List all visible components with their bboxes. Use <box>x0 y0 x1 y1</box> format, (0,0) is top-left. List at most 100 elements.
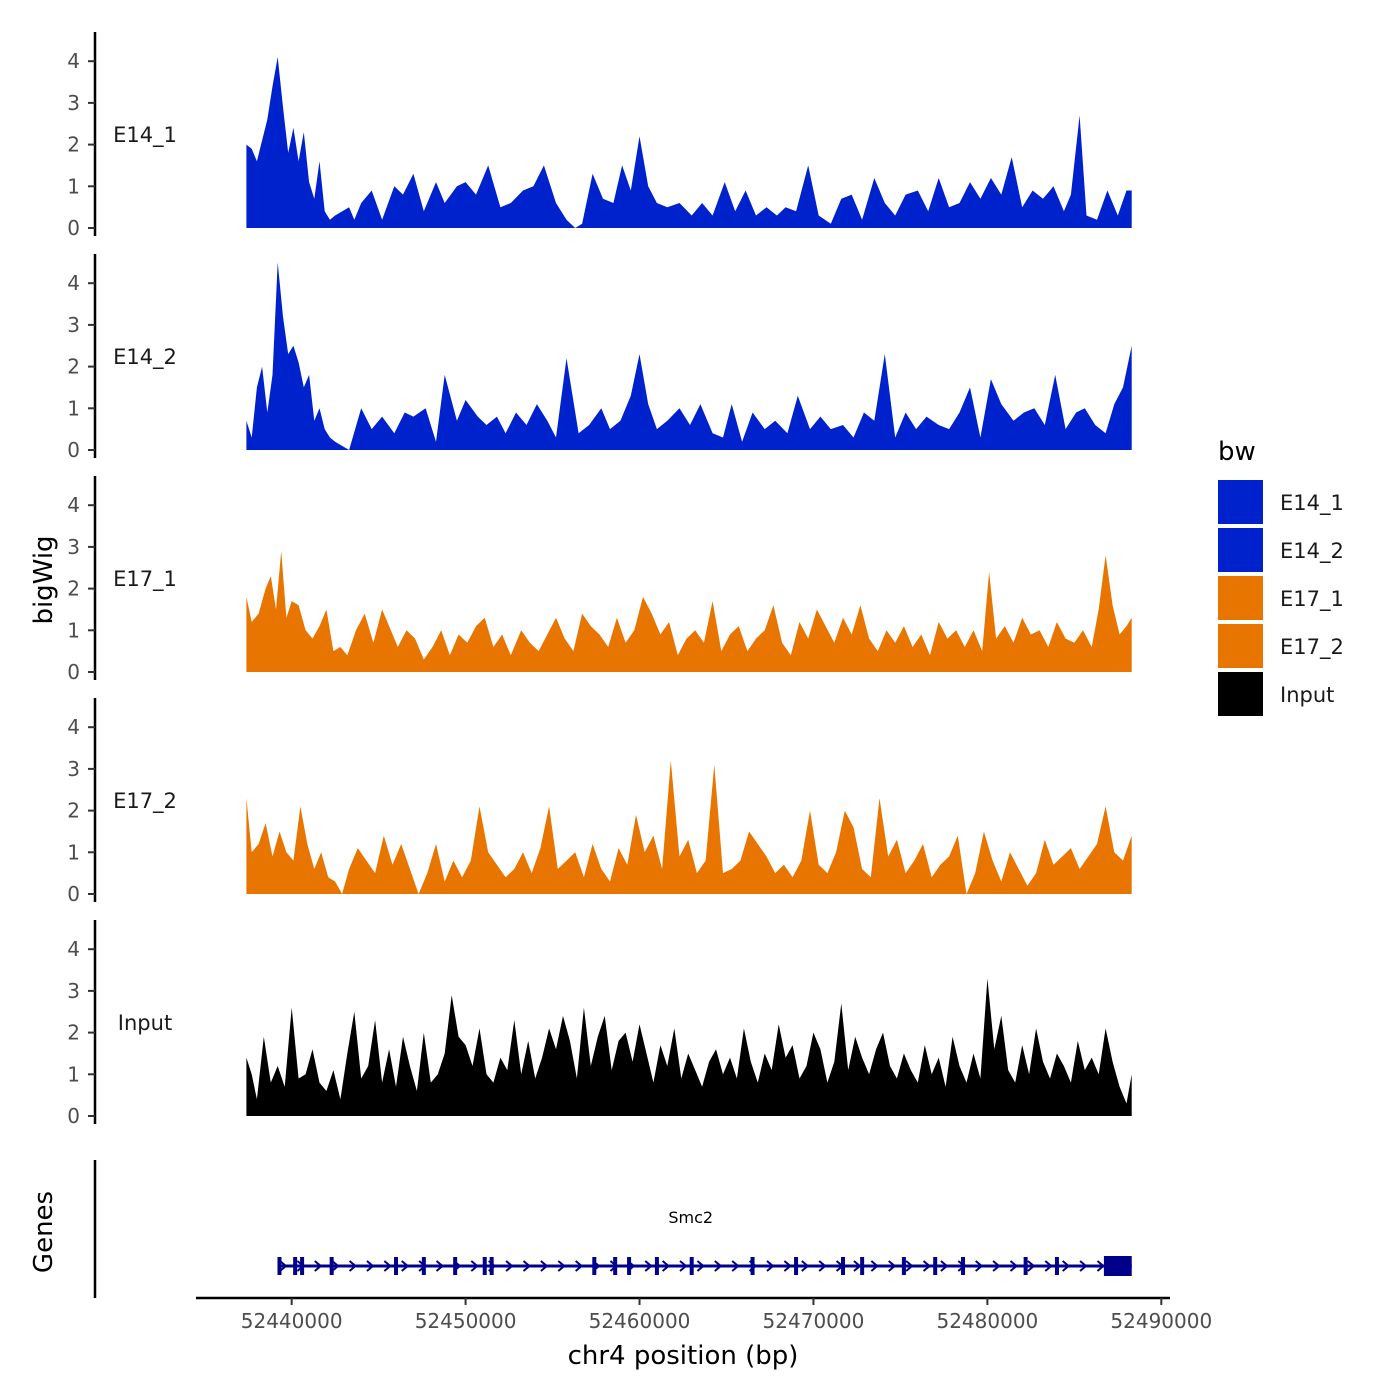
legend-swatch <box>1218 480 1263 524</box>
y-tick-label: 1 <box>67 174 80 198</box>
strand-arrow <box>731 1260 740 1272</box>
strand-arrow <box>366 1260 375 1272</box>
gene-smc2: Smc2 <box>277 1208 1132 1276</box>
y-tick-label: 0 <box>67 882 80 906</box>
y-tick-label: 3 <box>67 979 80 1003</box>
y-axis-title: bigWig <box>29 535 59 624</box>
legend-item-input: Input <box>1218 672 1334 716</box>
coverage-area-input <box>246 978 1132 1116</box>
strand-arrow <box>401 1260 410 1272</box>
gene-exon <box>1023 1257 1028 1275</box>
track-e14-1: 0 1 2 3 4 E14_1 <box>67 32 1132 240</box>
strand-arrow <box>766 1260 775 1272</box>
gene-exon <box>933 1257 938 1275</box>
strand-arrow <box>992 1260 1001 1272</box>
gene-exon <box>654 1257 659 1275</box>
strand-arrow <box>540 1260 549 1272</box>
legend: bw E14_1 E14_2 E17_1 E17_2 Input <box>1218 437 1344 716</box>
gene-exon <box>394 1257 399 1275</box>
x-axis-title: chr4 position (bp) <box>568 1341 799 1371</box>
legend-swatch <box>1218 576 1263 620</box>
gene-exon <box>750 1257 755 1275</box>
strand-arrow <box>575 1260 584 1272</box>
x-tick-label: 52490000 <box>1110 1309 1212 1333</box>
legend-swatch <box>1218 528 1263 572</box>
legend-item-e17-2: E17_2 <box>1218 624 1344 668</box>
x-tick-label: 52440000 <box>241 1309 343 1333</box>
legend-item-e14-2: E14_2 <box>1218 528 1344 572</box>
y-tick-label: 2 <box>67 799 80 823</box>
track-e14-2: 0 1 2 3 4 E14_2 <box>67 254 1132 462</box>
y-tick-label: 0 <box>67 216 80 240</box>
strand-arrow <box>1009 1260 1019 1272</box>
gene-exon <box>689 1257 694 1275</box>
gene-exon <box>794 1257 799 1275</box>
coverage-area-e14-2 <box>246 262 1132 450</box>
strand-arrow <box>383 1260 392 1272</box>
track-label: E14_2 <box>113 345 177 370</box>
x-tick-label: 52470000 <box>763 1309 865 1333</box>
coverage-tracks: 0 1 2 3 4 E14_1 0 1 2 3 4 E14_2 0 1 2 3 4 E17_1 0 1 2 3 4 E17_2… <box>67 32 1132 1128</box>
strand-arrow <box>853 1260 862 1272</box>
gene-label: Smc2 <box>668 1208 713 1227</box>
y-tick-label: 1 <box>67 396 80 420</box>
strand-arrow <box>818 1260 827 1272</box>
strand-arrow <box>522 1260 532 1272</box>
y-tick-label: 4 <box>67 271 80 295</box>
track-label: Input <box>118 1011 172 1035</box>
gene-exon <box>453 1257 458 1275</box>
gene-exon <box>482 1257 487 1275</box>
gene-exon <box>300 1257 305 1275</box>
track-e17-1: 0 1 2 3 4 E17_1 <box>67 476 1132 684</box>
coverage-area-e17-1 <box>246 551 1132 672</box>
x-tick-label: 52450000 <box>415 1309 517 1333</box>
y-tick-label: 4 <box>67 715 80 739</box>
gene-exon <box>841 1257 846 1275</box>
gene-exon <box>293 1257 298 1275</box>
y-tick-label: 0 <box>67 438 80 462</box>
gene-exon <box>329 1257 334 1275</box>
y-tick-label: 3 <box>67 535 80 559</box>
genes-panel: Smc2 <box>93 1160 1132 1298</box>
coverage-area-e17-2 <box>246 760 1132 894</box>
x-tick-label: 52460000 <box>589 1309 691 1333</box>
strand-arrow <box>679 1260 688 1272</box>
strand-arrow <box>348 1260 358 1272</box>
gene-exon <box>901 1257 906 1275</box>
track-input: 0 1 2 3 4 Input <box>67 920 1132 1128</box>
strand-arrow <box>505 1260 514 1272</box>
y-tick-label: 0 <box>67 660 80 684</box>
gene-exon <box>860 1257 865 1275</box>
y-tick-label: 1 <box>67 618 80 642</box>
strand-arrow <box>905 1260 914 1272</box>
strand-arrow <box>1044 1260 1053 1272</box>
x-tick-label: 52480000 <box>936 1309 1038 1333</box>
gene-exon <box>277 1257 282 1275</box>
legend-swatch <box>1218 624 1263 668</box>
strand-arrow <box>331 1260 340 1272</box>
gene-exon <box>613 1257 618 1275</box>
y-tick-label: 1 <box>67 1062 80 1086</box>
strand-arrow <box>557 1260 566 1272</box>
y-tick-label: 2 <box>67 355 80 379</box>
y-tick-label: 0 <box>67 1104 80 1128</box>
strand-arrow <box>661 1260 671 1272</box>
gene-exon <box>627 1257 632 1275</box>
strand-arrow <box>870 1260 879 1272</box>
strand-arrow <box>975 1260 984 1272</box>
genes-axis-title: Genes <box>29 1191 59 1273</box>
strand-arrow <box>1061 1260 1071 1272</box>
track-label: E17_1 <box>113 567 177 592</box>
coverage-area-e14-1 <box>246 57 1132 228</box>
y-tick-label: 2 <box>67 133 80 157</box>
strand-arrow <box>922 1260 932 1272</box>
strand-arrow <box>888 1260 897 1272</box>
y-tick-label: 3 <box>67 757 80 781</box>
gene-exon <box>592 1257 597 1275</box>
x-axis: 52440000 52450000 52460000 52470000 52480000… <box>196 1296 1212 1333</box>
gene-exon-final <box>1103 1256 1132 1276</box>
gene-exon <box>421 1257 426 1275</box>
gene-exon <box>1054 1257 1059 1275</box>
legend-label: E17_1 <box>1280 587 1344 612</box>
strand-arrow <box>801 1260 810 1272</box>
